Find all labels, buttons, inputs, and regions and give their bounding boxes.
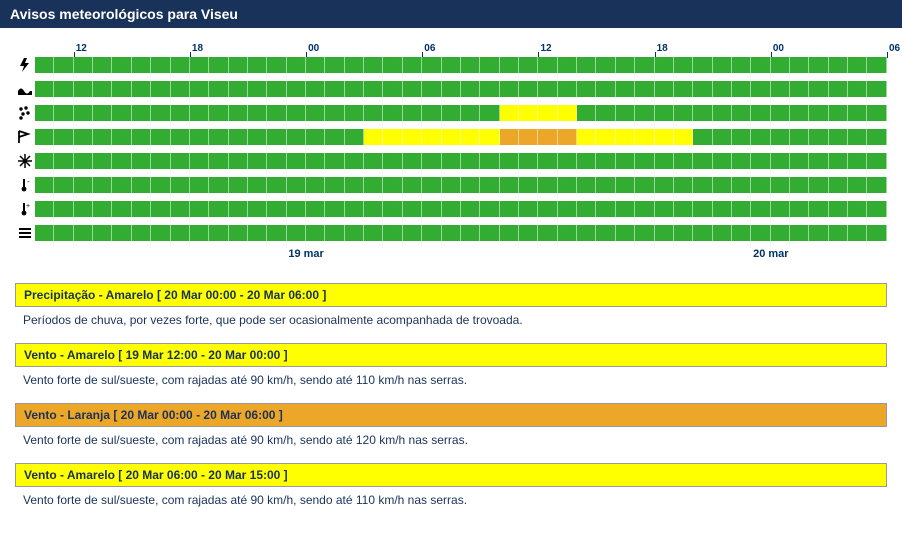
- track-tempo-frio: [35, 177, 887, 193]
- date-axis: 19 mar 20 mar: [35, 248, 887, 268]
- tempo-quente-icon: +: [15, 200, 35, 218]
- warning-block: Vento - Laranja [ 20 Mar 00:00 - 20 Mar …: [15, 403, 887, 449]
- track-trovoada: [35, 57, 887, 73]
- precipitacao-icon: [15, 104, 35, 122]
- timeline-chart: - + 12 18 00 06 12 18 00 06 19 mar 20 mar: [0, 28, 902, 273]
- warning-desc: Vento forte de sul/sueste, com rajadas a…: [15, 427, 887, 449]
- vento-icon: [15, 128, 35, 146]
- trovoada-icon: [15, 56, 35, 74]
- warning-block: Vento - Amarelo [ 19 Mar 12:00 - 20 Mar …: [15, 343, 887, 389]
- nevoeiro-icon: [15, 224, 35, 242]
- hour-label: 06: [424, 43, 435, 54]
- page-title: Avisos meteorológicos para Viseu: [0, 0, 902, 28]
- warning-block: Precipitação - Amarelo [ 20 Mar 00:00 - …: [15, 283, 887, 329]
- track-vento: [35, 129, 887, 145]
- warning-title: Vento - Laranja [ 20 Mar 00:00 - 20 Mar …: [15, 403, 887, 427]
- warning-block: Vento - Amarelo [ 20 Mar 06:00 - 20 Mar …: [15, 463, 887, 509]
- warning-desc: Vento forte de sul/sueste, com rajadas a…: [15, 487, 887, 509]
- neve-icon: [15, 152, 35, 170]
- warning-title: Precipitação - Amarelo [ 20 Mar 00:00 - …: [15, 283, 887, 307]
- svg-text:-: -: [27, 177, 30, 186]
- tempo-frio-icon: -: [15, 176, 35, 194]
- hour-label: 00: [773, 43, 784, 54]
- hour-label: 06: [889, 43, 900, 54]
- date-label: 19 mar: [288, 248, 323, 260]
- warnings-list: Precipitação - Amarelo [ 20 Mar 00:00 - …: [0, 273, 902, 533]
- hour-axis: 1218000612180006: [35, 38, 887, 54]
- track-tempo-quente: [35, 201, 887, 217]
- track-neve: [35, 153, 887, 169]
- track-nevoeiro: [35, 225, 887, 241]
- warning-title: Vento - Amarelo [ 19 Mar 12:00 - 20 Mar …: [15, 343, 887, 367]
- date-label: 20 mar: [753, 248, 788, 260]
- warning-desc: Períodos de chuva, por vezes forte, que …: [15, 307, 887, 329]
- hour-label: 00: [308, 43, 319, 54]
- hour-label: 18: [657, 43, 668, 54]
- svg-text:+: +: [26, 203, 30, 210]
- agitacao-maritima-icon: [15, 80, 35, 98]
- warning-title: Vento - Amarelo [ 20 Mar 06:00 - 20 Mar …: [15, 463, 887, 487]
- hour-label: 18: [192, 43, 203, 54]
- hour-label: 12: [540, 43, 551, 54]
- hour-label: 12: [76, 43, 87, 54]
- track-precipitacao: [35, 105, 887, 121]
- warning-desc: Vento forte de sul/sueste, com rajadas a…: [15, 367, 887, 389]
- track-agitacao-maritima: [35, 81, 887, 97]
